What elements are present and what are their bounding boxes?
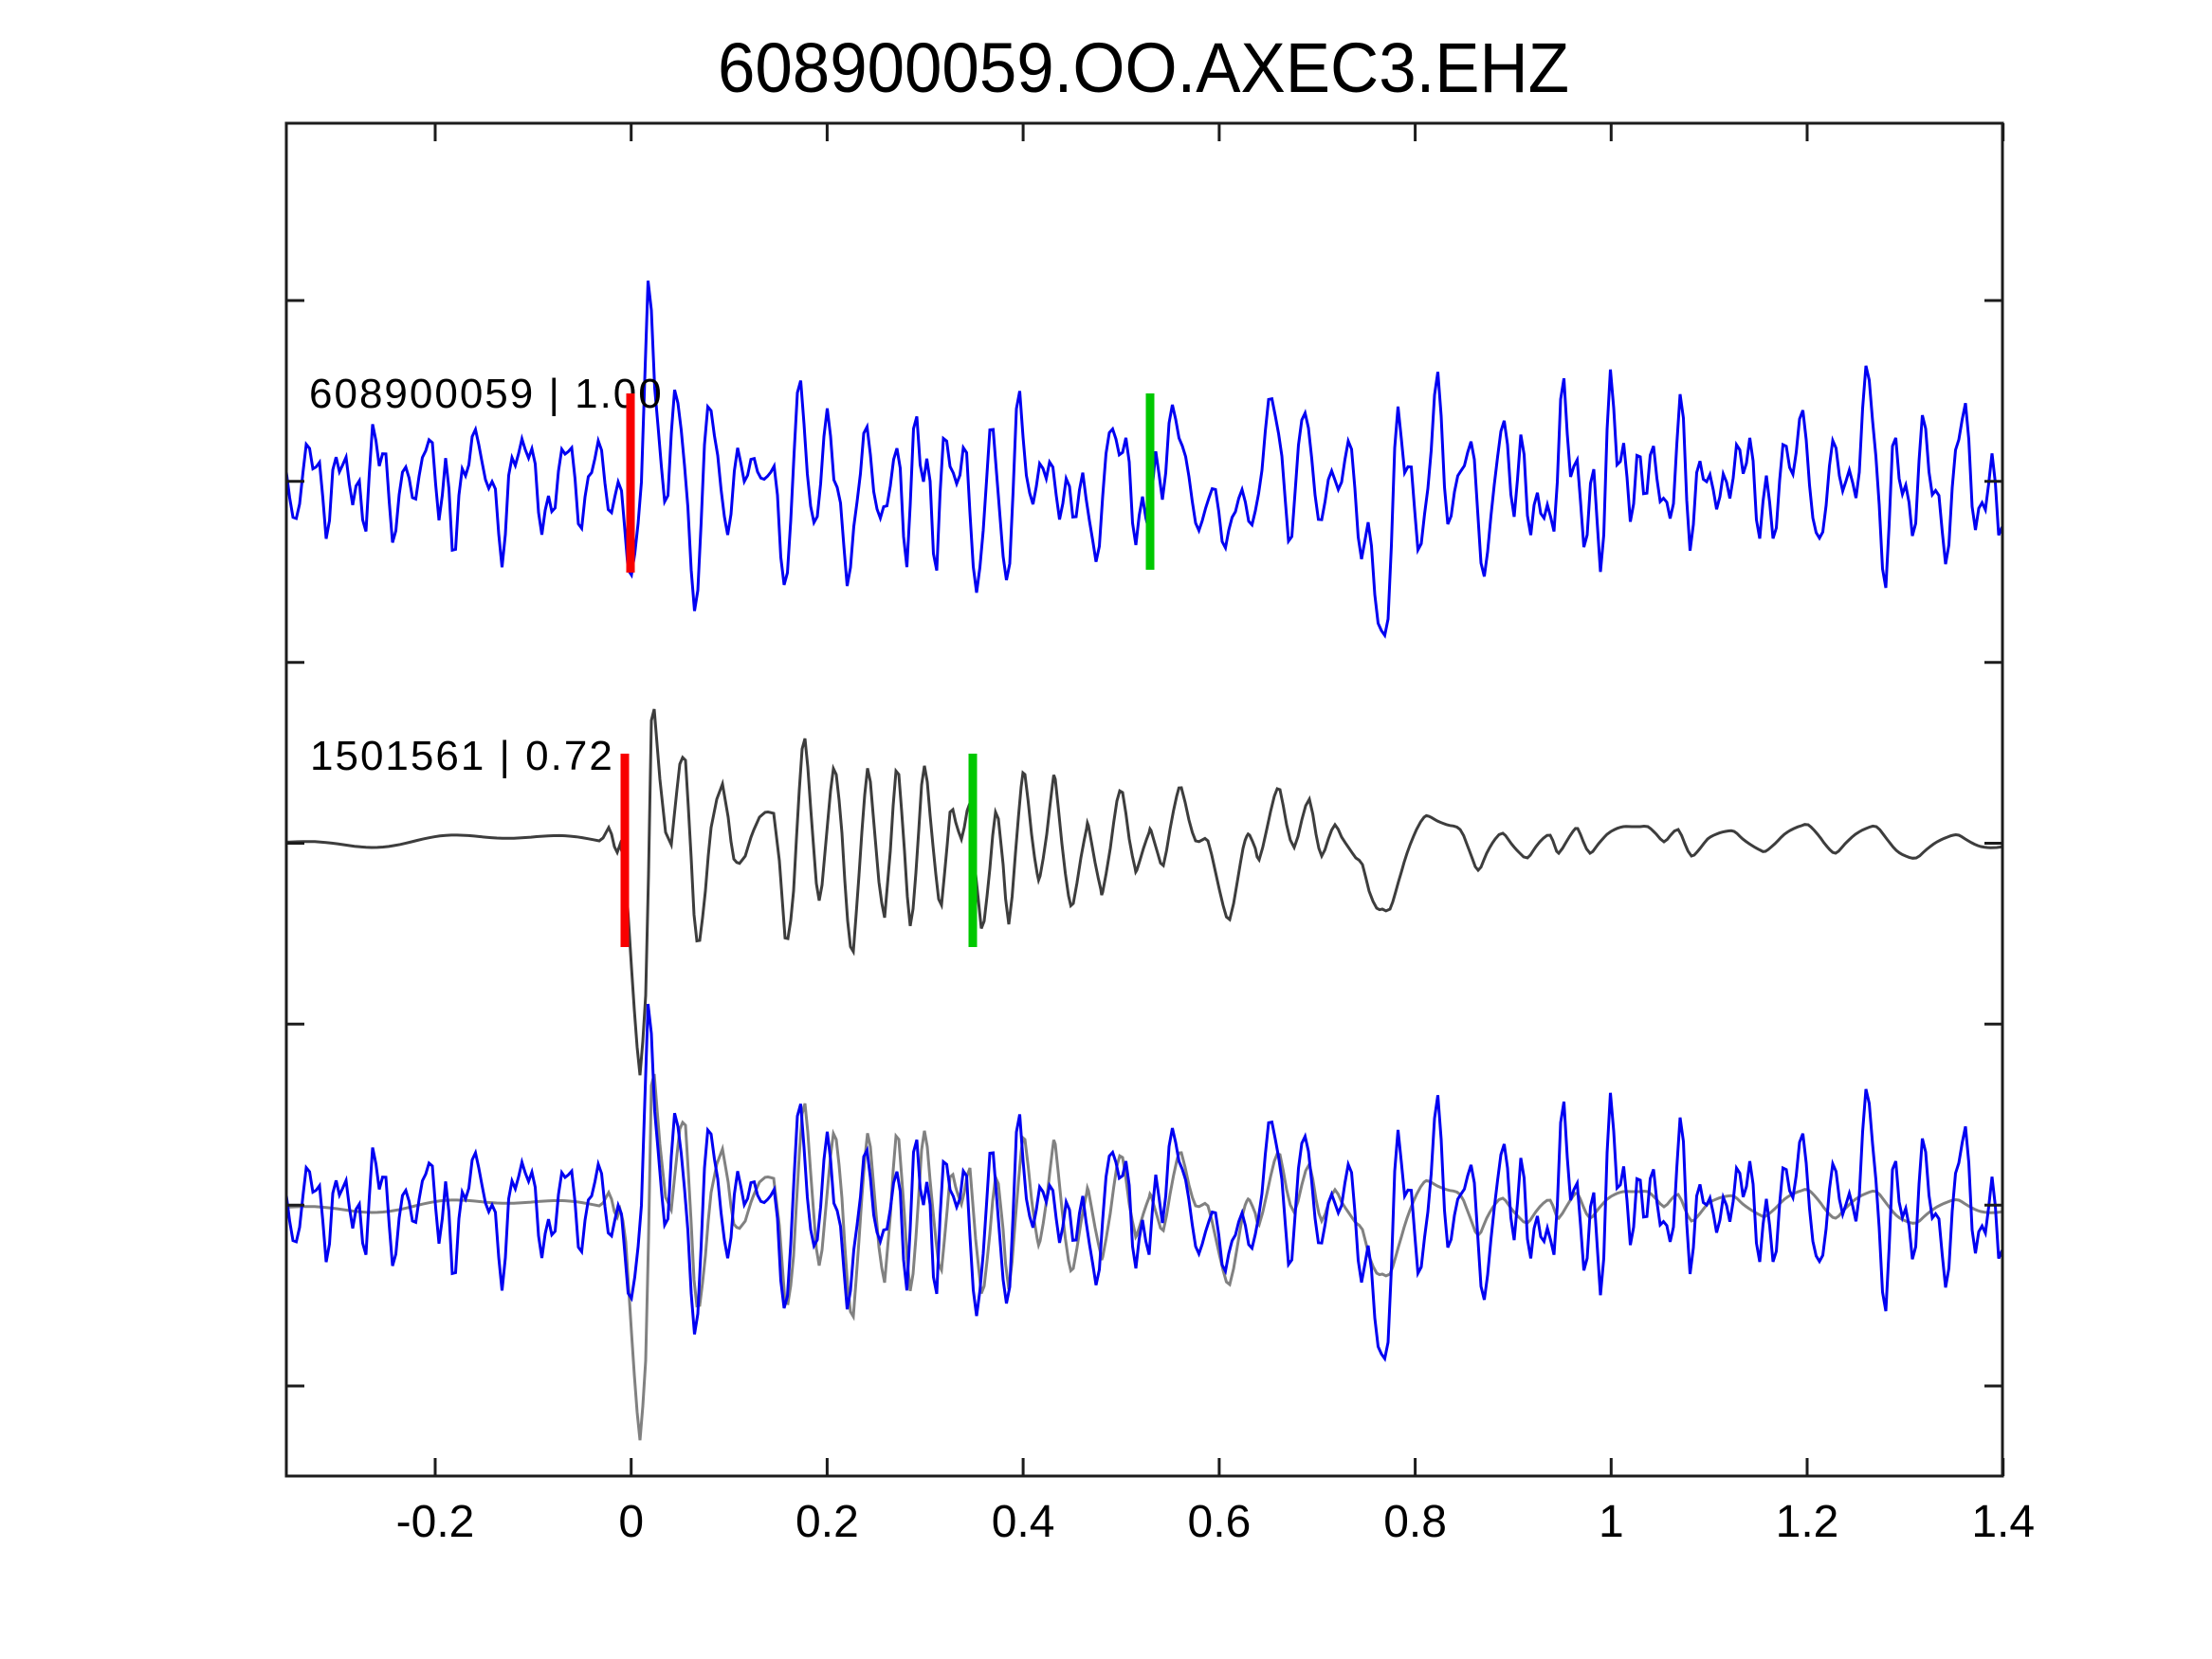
svg-text:1: 1 bbox=[1599, 1497, 1624, 1547]
svg-text:1.4: 1.4 bbox=[1971, 1497, 2035, 1547]
svg-text:1501561 | 0.72: 1501561 | 0.72 bbox=[310, 733, 614, 779]
svg-text:0: 0 bbox=[618, 1497, 644, 1547]
svg-text:1.2: 1.2 bbox=[1776, 1497, 1839, 1547]
svg-text:0.2: 0.2 bbox=[795, 1497, 859, 1547]
svg-text:0.6: 0.6 bbox=[1188, 1497, 1252, 1547]
svg-text:0.4: 0.4 bbox=[992, 1497, 1055, 1547]
svg-text:0.8: 0.8 bbox=[1383, 1497, 1447, 1547]
svg-text:-0.2: -0.2 bbox=[396, 1497, 475, 1547]
svg-text:608900059 | 1.00: 608900059 | 1.00 bbox=[309, 371, 664, 417]
svg-text:608900059.OO.AXEC3.EHZ: 608900059.OO.AXEC3.EHZ bbox=[718, 28, 1569, 107]
